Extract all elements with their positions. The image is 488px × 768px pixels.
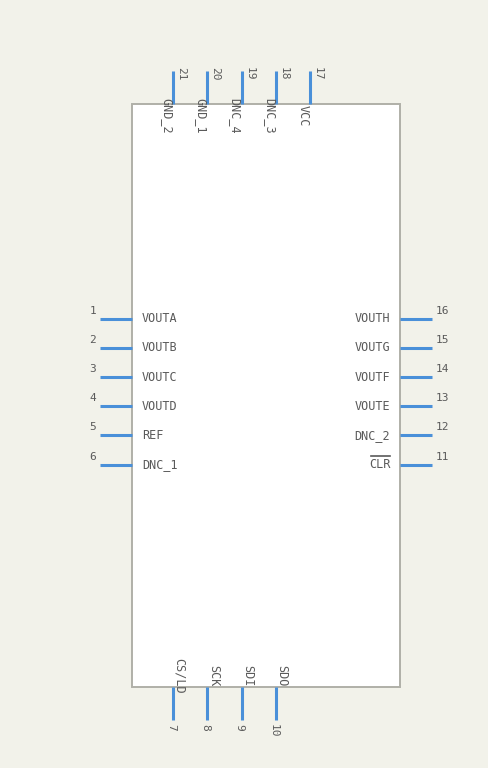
Text: 5: 5 — [89, 422, 96, 432]
Text: 15: 15 — [436, 335, 449, 345]
Bar — [132, 104, 400, 687]
Text: 18: 18 — [279, 68, 289, 81]
Text: 11: 11 — [436, 452, 449, 462]
Text: 9: 9 — [235, 723, 244, 730]
Text: VOUTC: VOUTC — [142, 371, 177, 383]
Text: REF: REF — [142, 429, 163, 442]
Text: GND_2: GND_2 — [160, 98, 173, 134]
Text: CS/LD: CS/LD — [173, 657, 186, 694]
Text: 14: 14 — [436, 364, 449, 374]
Text: VOUTH: VOUTH — [355, 313, 390, 325]
Text: VCC: VCC — [297, 105, 310, 127]
Text: VOUTE: VOUTE — [355, 400, 390, 412]
Text: 7: 7 — [166, 723, 176, 730]
Text: SCK: SCK — [207, 664, 221, 686]
Text: 6: 6 — [89, 452, 96, 462]
Text: DNC_1: DNC_1 — [142, 458, 177, 471]
Text: SDO: SDO — [276, 664, 289, 686]
Text: 16: 16 — [436, 306, 449, 316]
Text: DNC_2: DNC_2 — [355, 429, 390, 442]
Text: 21: 21 — [176, 68, 186, 81]
Text: 17: 17 — [313, 68, 323, 81]
Text: DNC_3: DNC_3 — [263, 98, 276, 134]
Text: VOUTB: VOUTB — [142, 342, 177, 354]
Text: VOUTG: VOUTG — [355, 342, 390, 354]
Text: 13: 13 — [436, 393, 449, 403]
Text: 20: 20 — [210, 68, 221, 81]
Text: 2: 2 — [89, 335, 96, 345]
Text: CLR: CLR — [369, 458, 390, 471]
Text: GND_1: GND_1 — [194, 98, 207, 134]
Text: 3: 3 — [89, 364, 96, 374]
Text: VOUTD: VOUTD — [142, 400, 177, 412]
Text: 8: 8 — [201, 723, 210, 730]
Text: VOUTF: VOUTF — [355, 371, 390, 383]
Text: DNC_4: DNC_4 — [228, 98, 242, 134]
Text: 10: 10 — [269, 723, 279, 737]
Text: 1: 1 — [89, 306, 96, 316]
Text: SDI: SDI — [242, 664, 255, 686]
Text: 19: 19 — [244, 68, 255, 81]
Text: 12: 12 — [436, 422, 449, 432]
Text: 4: 4 — [89, 393, 96, 403]
Text: VOUTA: VOUTA — [142, 313, 177, 325]
